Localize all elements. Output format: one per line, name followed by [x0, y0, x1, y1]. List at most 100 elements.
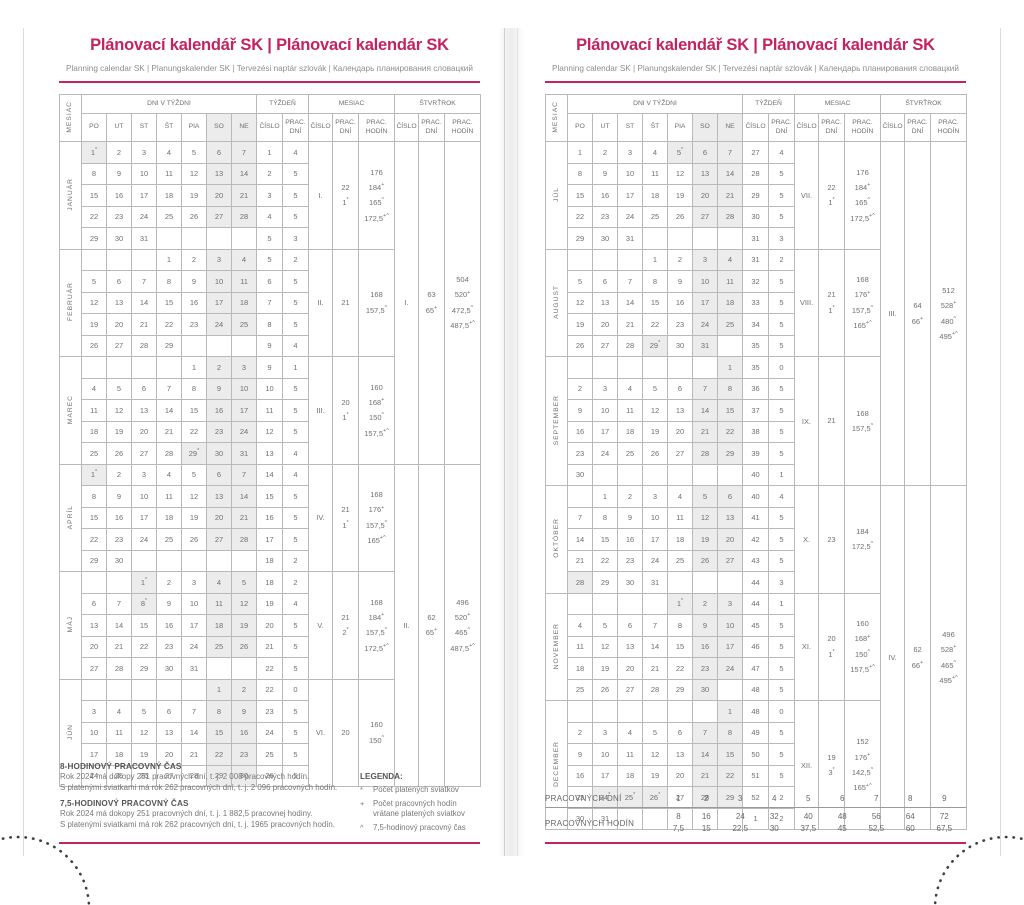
- day-cell: 8*: [131, 592, 157, 615]
- day-cell: 10: [131, 162, 157, 185]
- note-line: Rok 2024 má dokopy 251 pracovných dní, t…: [60, 772, 310, 781]
- day-cell: 25: [667, 549, 693, 572]
- month-name: APRÍL: [67, 504, 74, 529]
- day-cell: 17: [592, 764, 618, 787]
- day-cell: 24: [717, 657, 743, 680]
- week-workdays-cell: 2: [768, 807, 795, 830]
- day-cell: 17: [131, 506, 157, 529]
- month-number-cell: IX.: [794, 356, 819, 486]
- day-cell: [156, 227, 182, 250]
- day-cell: 12: [642, 743, 668, 766]
- day-cell: 3: [181, 571, 207, 594]
- day-cell: [717, 463, 743, 486]
- day-cell: 6: [617, 614, 643, 637]
- week-number-cell: 35: [742, 356, 769, 379]
- week-number-cell: 39: [742, 442, 769, 465]
- day-cell: 17: [642, 528, 668, 551]
- page-left: Plánovací kalendář SK | Plánovací kalend…: [59, 36, 482, 844]
- day-cell: 23: [567, 442, 593, 465]
- day-cell: 28: [156, 442, 182, 465]
- day-cell: 21: [692, 420, 718, 443]
- day-cell: 16: [181, 291, 207, 314]
- day-cell: [667, 227, 693, 250]
- day-cell: 9: [156, 592, 182, 615]
- legend-item: * Počet platených sviatkov: [360, 785, 482, 796]
- day-cell: 11: [81, 399, 107, 422]
- legend-text: Počet platených sviatkov: [373, 784, 459, 794]
- day-cell: 12: [567, 291, 593, 314]
- week-number-cell: 15: [256, 485, 283, 508]
- day-cell: [231, 657, 257, 680]
- day-cell: 20: [106, 313, 132, 336]
- month-workhours-cell: 160 150^: [357, 678, 396, 787]
- week-number-cell: 6: [256, 270, 283, 293]
- workdays-value: 7: [854, 794, 898, 808]
- week-workdays-cell: 5: [768, 442, 795, 465]
- week-number-cell: 7: [256, 291, 283, 314]
- page-subtitle: Planning calendar SK | Planungskalender …: [552, 64, 959, 73]
- day-cell: 24: [131, 205, 157, 228]
- calendar-table-jul-dec: MESIAC DNI V TÝŽDNI TÝŽDEŇ MESIAC ŠTVRŤROK PO…: [545, 94, 968, 830]
- day-cell: 5: [592, 614, 618, 637]
- week-workdays-cell: 5: [768, 549, 795, 572]
- day-cell: 28: [231, 528, 257, 551]
- week-workdays-cell: 5: [768, 420, 795, 443]
- week-number-cell: 38: [742, 420, 769, 443]
- week-number-cell: 28: [742, 162, 769, 185]
- day-cell: 19: [181, 184, 207, 207]
- week-number-cell: 19: [256, 592, 283, 615]
- day-cell: [156, 678, 182, 701]
- bottom-rule: [545, 842, 966, 844]
- day-cell: 10: [717, 614, 743, 637]
- day-cell: 7: [692, 721, 718, 744]
- day-cell: [642, 700, 668, 723]
- day-cell: 7: [617, 270, 643, 293]
- week-number-cell: 13: [256, 442, 283, 465]
- page-title: Plánovací kalendář SK | Plánovací kalend…: [90, 36, 449, 54]
- day-cell: 31: [692, 334, 718, 357]
- day-cell: 1: [206, 678, 232, 701]
- day-cell: 5*: [667, 141, 693, 164]
- day-cell: 18: [667, 528, 693, 551]
- day-cell: 16: [667, 291, 693, 314]
- day-cell: 29: [131, 657, 157, 680]
- day-cell: [692, 463, 718, 486]
- legend-text: Počet pracovných hodín vrátane platených…: [373, 798, 465, 819]
- week-number-cell: 1: [742, 807, 769, 830]
- day-cell: 13: [717, 506, 743, 529]
- week-workdays-cell: 5: [282, 506, 309, 529]
- day-cell: 4: [617, 721, 643, 744]
- book-spine: [498, 28, 524, 856]
- day-cell: 26: [81, 334, 107, 357]
- day-cell: 20: [692, 184, 718, 207]
- week-workdays-cell: 5: [768, 678, 795, 701]
- day-cell: 15: [567, 184, 593, 207]
- day-cell: 6: [206, 463, 232, 486]
- month-name: SEPTEMBER: [553, 394, 560, 446]
- week-number-cell: 46: [742, 635, 769, 658]
- day-cell: 23: [667, 313, 693, 336]
- day-cell: 22: [567, 205, 593, 228]
- week-number-cell: 40: [742, 485, 769, 508]
- page-title: Plánovací kalendář SK | Plánovací kalend…: [576, 36, 935, 54]
- month-workhours-cell: 184 172,5^: [843, 485, 882, 594]
- week-number-cell: 34: [742, 313, 769, 336]
- workdays-value: 4: [761, 794, 787, 808]
- day-cell: [642, 227, 668, 250]
- day-cell: 21: [617, 313, 643, 336]
- day-cell: 22: [81, 205, 107, 228]
- day-cell: 14: [231, 162, 257, 185]
- day-cell: 15: [717, 399, 743, 422]
- week-workdays-cell: 5: [282, 528, 309, 551]
- day-cell: 3: [231, 356, 257, 379]
- day-cell: 12: [642, 399, 668, 422]
- workdays-value: 6: [829, 794, 855, 808]
- day-cell: 6: [667, 377, 693, 400]
- day-cell: 30: [106, 549, 132, 572]
- day-cell: 20: [206, 184, 232, 207]
- month-workdays-cell: 22 1*: [818, 141, 845, 250]
- day-cell: [231, 334, 257, 357]
- day-cell: 10: [206, 270, 232, 293]
- month-workdays-cell: 20 1*: [818, 592, 845, 701]
- day-cell: 27: [692, 205, 718, 228]
